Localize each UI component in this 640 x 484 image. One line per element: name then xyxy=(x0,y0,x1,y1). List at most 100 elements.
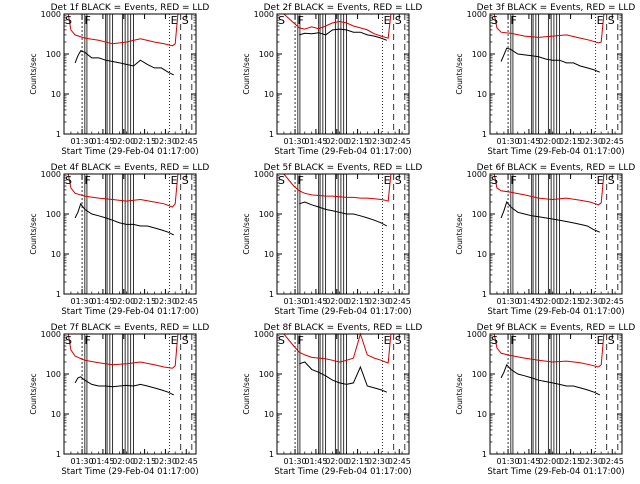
x-tick-label: 02:15 xyxy=(559,457,582,466)
x-tick-label: 02:15 xyxy=(559,297,582,306)
y-axis-label: Counts/sec xyxy=(455,213,464,254)
flag-label-S: S xyxy=(395,14,402,27)
x-tick-label: 01:45 xyxy=(517,297,540,306)
flag-label-F: F xyxy=(297,174,303,187)
y-tick-label: 1 xyxy=(482,130,487,139)
x-axis-label: Start Time (29-Feb-04 01:17:00) xyxy=(487,467,624,477)
x-tick-label: 02:45 xyxy=(175,137,198,146)
y-tick-label: 10 xyxy=(51,90,61,99)
y-axis-label: Counts/sec xyxy=(455,53,464,94)
x-tick-label: 01:30 xyxy=(284,457,307,466)
y-axis-label: Counts/sec xyxy=(455,373,464,414)
flag-label-E: E xyxy=(171,14,178,27)
events-series-line xyxy=(74,50,175,76)
flag-label-E: E xyxy=(597,14,604,27)
x-tick-label: 02:45 xyxy=(388,457,411,466)
x-tick-label: 02:45 xyxy=(175,457,198,466)
x-tick-label: 01:30 xyxy=(71,297,94,306)
events-series-line xyxy=(299,361,387,393)
y-tick-label: 10 xyxy=(51,410,61,419)
y-axis-label: Counts/sec xyxy=(242,213,251,254)
y-tick-label: 10 xyxy=(477,250,487,259)
plot-frame xyxy=(489,13,623,135)
plot-frame xyxy=(63,13,197,135)
x-tick-label: 02:45 xyxy=(601,457,624,466)
y-tick-label: 10 xyxy=(264,410,274,419)
x-tick-label: 02:00 xyxy=(325,137,348,146)
plot-frame xyxy=(276,333,410,455)
x-tick-label: 01:45 xyxy=(304,137,327,146)
plot-frame xyxy=(276,173,410,295)
flag-label-S: S xyxy=(395,334,402,347)
y-axis-label: Counts/sec xyxy=(242,373,251,414)
x-tick-label: 02:45 xyxy=(388,137,411,146)
y-tick-label: 1 xyxy=(269,290,274,299)
y-tick-label: 1 xyxy=(56,450,61,459)
x-axis-label: Start Time (29-Feb-04 01:17:00) xyxy=(274,307,411,317)
flag-label-E: E xyxy=(171,334,178,347)
y-tick-label: 1 xyxy=(482,290,487,299)
y-tick-label: 10 xyxy=(264,90,274,99)
flag-label-F: F xyxy=(510,334,516,347)
y-tick-label: 1000 xyxy=(41,170,61,179)
flag-label-S: S xyxy=(608,14,615,27)
y-tick-label: 1 xyxy=(482,450,487,459)
x-tick-label: 01:30 xyxy=(71,457,94,466)
y-tick-label: 1 xyxy=(56,290,61,299)
x-tick-label: 02:15 xyxy=(346,297,369,306)
x-tick-label: 02:00 xyxy=(112,457,135,466)
flag-label-S: S xyxy=(65,174,72,187)
y-tick-label: 1000 xyxy=(254,170,274,179)
y-tick-label: 100 xyxy=(259,50,274,59)
flag-label-E: E xyxy=(384,334,391,347)
panel-title: Det 6f BLACK = Events, RED = LLD xyxy=(477,163,636,173)
y-axis-label: Counts/sec xyxy=(242,53,251,94)
x-tick-label: 01:45 xyxy=(304,297,327,306)
y-tick-label: 1000 xyxy=(254,10,274,19)
plot-frame xyxy=(63,173,197,295)
flag-label-F: F xyxy=(510,14,516,27)
flag-label-S: S xyxy=(65,334,72,347)
panel-title: Det 9f BLACK = Events, RED = LLD xyxy=(477,323,636,333)
x-tick-label: 02:15 xyxy=(133,297,156,306)
y-tick-label: 100 xyxy=(472,370,487,379)
x-tick-label: 01:45 xyxy=(91,457,114,466)
x-tick-label: 02:00 xyxy=(538,297,561,306)
x-tick-label: 01:30 xyxy=(284,137,307,146)
flag-label-F: F xyxy=(297,334,303,347)
y-tick-label: 1 xyxy=(56,130,61,139)
events-series-line xyxy=(299,28,387,41)
x-axis-label: Start Time (29-Feb-04 01:17:00) xyxy=(274,147,411,157)
flag-label-S: S xyxy=(182,174,189,187)
flag-label-S: S xyxy=(491,14,498,27)
x-tick-label: 01:30 xyxy=(497,457,520,466)
x-tick-label: 02:45 xyxy=(601,297,624,306)
flag-label-S: S xyxy=(608,334,615,347)
panel-title: Det 2f BLACK = Events, RED = LLD xyxy=(264,3,423,13)
y-tick-label: 10 xyxy=(477,90,487,99)
x-tick-label: 01:30 xyxy=(71,137,94,146)
flag-label-E: E xyxy=(171,174,178,187)
y-tick-label: 10 xyxy=(477,410,487,419)
x-tick-label: 02:30 xyxy=(367,457,390,466)
flag-label-S: S xyxy=(395,174,402,187)
y-tick-label: 1000 xyxy=(467,170,487,179)
x-tick-label: 02:00 xyxy=(538,457,561,466)
x-tick-label: 02:00 xyxy=(325,457,348,466)
y-tick-label: 10 xyxy=(264,250,274,259)
y-tick-label: 100 xyxy=(46,50,61,59)
x-tick-label: 02:15 xyxy=(346,457,369,466)
panel-title: Det 4f BLACK = Events, RED = LLD xyxy=(51,163,210,173)
y-tick-label: 100 xyxy=(46,370,61,379)
panel-title: Det 3f BLACK = Events, RED = LLD xyxy=(477,3,636,13)
flag-label-S: S xyxy=(65,14,72,27)
flag-label-S: S xyxy=(491,334,498,347)
x-tick-label: 02:30 xyxy=(580,457,603,466)
